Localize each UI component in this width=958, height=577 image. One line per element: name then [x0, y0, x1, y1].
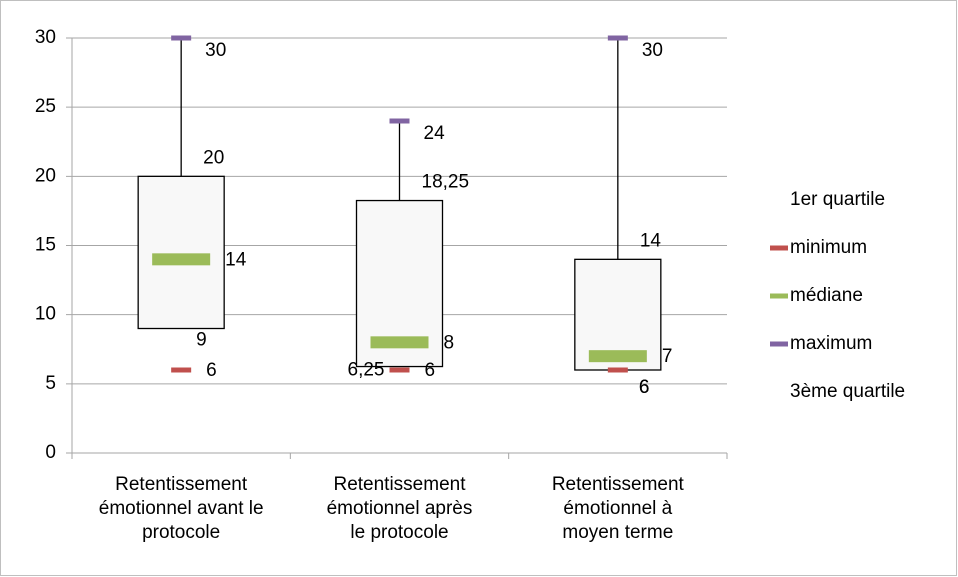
min-marker	[171, 367, 192, 373]
max-marker	[607, 35, 628, 41]
max-marker	[171, 35, 192, 41]
max-label: 24	[424, 123, 446, 144]
q1-label: 6,25	[348, 360, 385, 381]
y-tick-label: 30	[35, 27, 56, 48]
legend-label: médiane	[790, 285, 863, 306]
median-label: 14	[225, 249, 247, 270]
legend-marker	[770, 341, 788, 347]
x-tick-label: Retentissement émotionnel à moyen terme	[551, 474, 684, 543]
q3-label: 20	[203, 147, 224, 168]
min-marker	[389, 367, 410, 373]
min-label: 6	[425, 360, 436, 381]
y-tick-label: 25	[35, 96, 56, 117]
y-tick-label: 20	[35, 165, 56, 186]
legend-label: 3ème quartile	[790, 381, 905, 402]
max-label: 30	[205, 40, 226, 61]
legend-marker	[770, 293, 788, 299]
x-tick-label: Retentissement émotionnel avant le proto…	[98, 474, 264, 543]
legend-marker	[770, 245, 788, 251]
q3-label: 18,25	[422, 172, 470, 193]
median-label: 8	[444, 332, 455, 353]
q1-label: 6	[639, 377, 650, 398]
median-marker	[152, 253, 211, 266]
y-tick-label: 5	[45, 373, 56, 394]
y-tick-label: 0	[45, 442, 56, 463]
q3-label: 14	[640, 230, 662, 251]
box	[137, 175, 225, 330]
y-tick-label: 10	[35, 304, 56, 325]
median-marker	[588, 350, 647, 363]
legend-label: maximum	[790, 333, 872, 354]
legend-label: 1er quartile	[790, 189, 885, 210]
min-label: 6	[206, 360, 217, 381]
y-tick-label: 15	[35, 235, 56, 256]
max-marker	[389, 118, 410, 124]
median-label: 7	[662, 346, 673, 367]
x-tick-label: Retentissement émotionnel après le proto…	[326, 474, 473, 543]
min-marker	[607, 367, 628, 373]
median-marker	[370, 336, 429, 349]
min-label: 6	[639, 377, 650, 398]
legend-label: minimum	[790, 237, 867, 258]
max-label: 30	[642, 40, 663, 61]
q1-label: 9	[196, 330, 207, 351]
